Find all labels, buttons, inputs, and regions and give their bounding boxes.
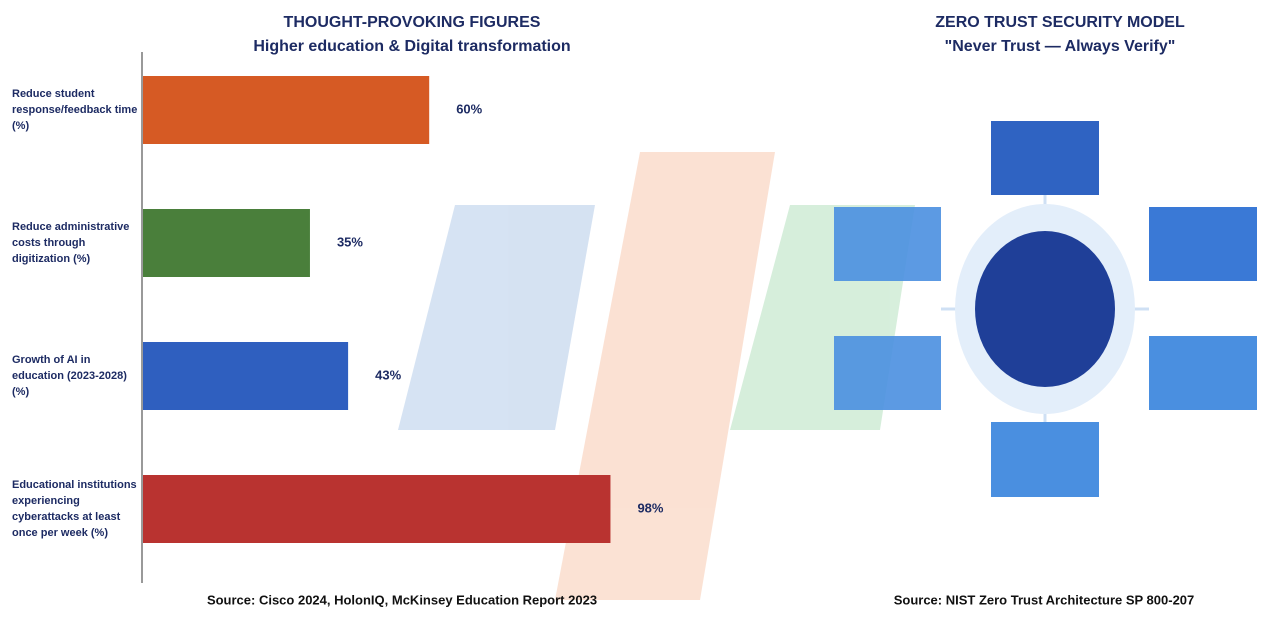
value-label: 98% (637, 500, 663, 515)
diagram-source: Source: NIST Zero Trust Architecture SP … (894, 592, 1195, 607)
category-label: Reduce administrative costs through digi… (12, 221, 130, 265)
core (975, 231, 1115, 387)
node (1149, 336, 1257, 410)
bar (143, 342, 349, 410)
chart-title: THOUGHT-PROVOKING FIGURES (284, 14, 541, 31)
chart-source: Source: Cisco 2024, HolonIQ, McKinsey Ed… (207, 592, 597, 607)
node (991, 121, 1099, 195)
node (1149, 207, 1257, 281)
category-label: Reduce student response/feedback time (%… (12, 88, 138, 132)
node (991, 422, 1099, 497)
category-label: Educational institutions experiencing cy… (12, 479, 137, 539)
node (834, 207, 941, 281)
bar (143, 76, 430, 144)
value-label: 35% (337, 234, 363, 249)
diagram-title: ZERO TRUST SECURITY MODEL (935, 14, 1185, 31)
value-label: 60% (456, 101, 482, 116)
diagram-subtitle: "Never Trust — Always Verify" (945, 38, 1176, 55)
watermark-shape (398, 205, 595, 430)
value-label: 43% (375, 367, 401, 382)
category-label: Growth of AI in education (2023-2028) (%… (12, 354, 127, 398)
bar (143, 209, 310, 277)
chart-subtitle: Higher education & Digital transformatio… (253, 38, 570, 55)
zero-trust-diagram (834, 121, 1257, 497)
bar (143, 475, 611, 543)
node (834, 336, 941, 410)
